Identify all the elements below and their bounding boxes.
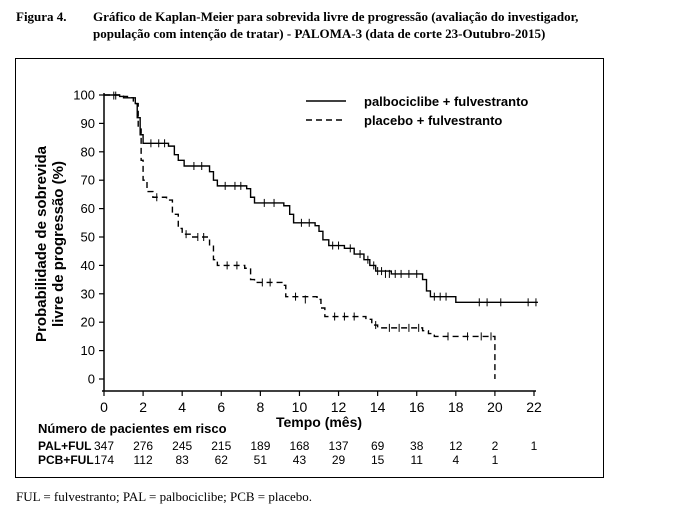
- at-risk-count: 2: [492, 439, 499, 453]
- x-axis-label: Tempo (mês): [276, 414, 362, 430]
- at-risk-count: 4: [452, 453, 459, 467]
- chart-frame: 0 10 20 30 40 50 60 70 80 90 100 0 2 4 6 8 10 12 14 16 18 20 2…: [15, 58, 604, 478]
- y-tick-label: 40: [81, 258, 95, 273]
- at-risk-count: 245: [172, 439, 192, 453]
- y-tick-label: 90: [81, 116, 95, 131]
- at-risk-count: 29: [332, 453, 346, 467]
- at-risk-count: 51: [254, 453, 268, 467]
- x-tick-label: 12: [331, 399, 347, 415]
- y-tick-label: 10: [81, 343, 95, 358]
- x-tick-label: 22: [526, 399, 542, 415]
- at-risk-count: 43: [293, 453, 307, 467]
- figure-title-line2: população com intenção de tratar) - PALO…: [93, 26, 546, 41]
- at-risk-count: 215: [211, 439, 231, 453]
- at-risk-count: 12: [449, 439, 463, 453]
- km-curve-placebo: [104, 94, 496, 379]
- x-tick-label: 2: [139, 399, 147, 415]
- y-tick-label: 30: [81, 286, 95, 301]
- at-risk-count: 276: [133, 439, 153, 453]
- footnote: FUL = fulvestranto; PAL = palbociclibe; …: [16, 489, 313, 504]
- figure-title-line1: Gráfico de Kaplan-Meier para sobrevida l…: [93, 9, 579, 24]
- x-tick-label: 10: [292, 399, 308, 415]
- y-tick-label: 80: [81, 144, 95, 159]
- x-tick-label: 18: [448, 399, 464, 415]
- at-risk-count: 347: [94, 439, 114, 453]
- at-risk-row-label: PCB+FUL: [38, 453, 94, 467]
- at-risk-count: 11: [410, 453, 423, 467]
- y-tick-label: 70: [81, 173, 95, 188]
- figure-label: Figura 4.: [16, 9, 67, 24]
- y-tick-label: 100: [73, 88, 95, 103]
- at-risk-count: 69: [371, 439, 385, 453]
- x-tick-label: 4: [178, 399, 186, 415]
- at-risk-count: 189: [250, 439, 270, 453]
- y-tick-label: 50: [81, 230, 95, 245]
- x-tick-label: 8: [256, 399, 264, 415]
- y-axis-label: Probabilidade de sobrevidalivre de progr…: [33, 145, 67, 342]
- y-axis-label-line1: Probabilidade de sobrevida: [33, 145, 50, 342]
- at-risk-count: 62: [215, 453, 229, 467]
- y-axis-label-line2: livre de progressão (%): [50, 161, 67, 327]
- x-tick-label: 6: [217, 399, 225, 415]
- y-tick-label: 20: [81, 315, 95, 330]
- x-tick-label: 20: [487, 399, 503, 415]
- at-risk-count: 168: [289, 439, 309, 453]
- x-tick-label: 16: [409, 399, 425, 415]
- figure-title: Gráfico de Kaplan-Meier para sobrevida l…: [93, 8, 683, 42]
- x-tick-label: 0: [100, 399, 108, 415]
- at-risk-count: 174: [94, 453, 114, 467]
- at-risk-count: 112: [134, 453, 153, 467]
- km-curve-palbociclib: [104, 94, 538, 304]
- y-tick-label: 0: [88, 372, 95, 387]
- at-risk-count: 1: [492, 453, 499, 467]
- at-risk-count: 83: [176, 453, 190, 467]
- at-risk-title: Número de pacientes em risco: [38, 421, 227, 436]
- at-risk-count: 38: [410, 439, 424, 453]
- at-risk-count: 137: [329, 439, 349, 453]
- x-tick-label: 14: [370, 399, 386, 415]
- legend-label-placebo: placebo + fulvestranto: [364, 113, 502, 128]
- legend-label-palbociclib: palbociclibe + fulvestranto: [364, 94, 528, 109]
- y-tick-label: 60: [81, 201, 95, 216]
- at-risk-count: 15: [371, 453, 385, 467]
- at-risk-row-label: PAL+FUL: [38, 439, 91, 453]
- at-risk-count: 1: [531, 439, 538, 453]
